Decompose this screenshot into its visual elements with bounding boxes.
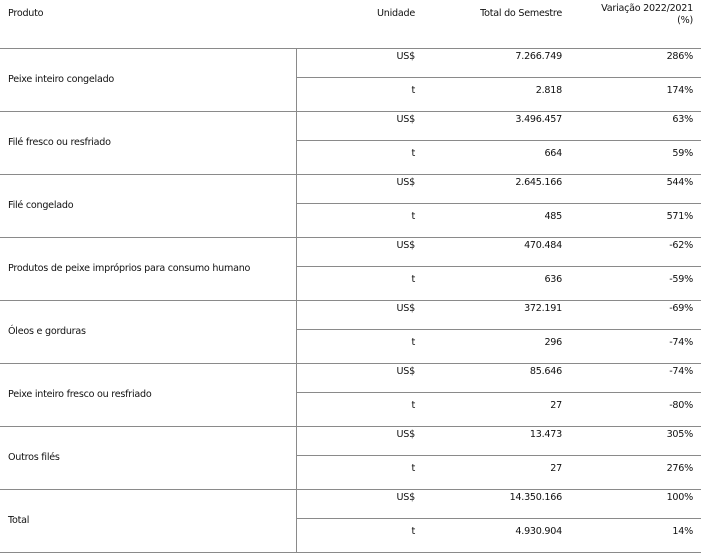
variation-cell: -69%	[568, 300, 701, 330]
variation-cell: -59%	[568, 266, 701, 301]
product-name-cell: Filé fresco ou resfriado	[0, 111, 296, 175]
table-row: Filé fresco ou resfriado US$ 3.496.457 63%	[0, 111, 701, 175]
header-total-semestre: Total do Semestre	[420, 0, 568, 49]
unit-cell: US$	[295, 111, 420, 141]
table-row: t 2.818 174%	[0, 77, 701, 112]
variation-cell: 276%	[568, 455, 701, 490]
unit-cell: US$	[295, 174, 420, 204]
total-cell: 296	[420, 329, 568, 364]
table-row: Peixe inteiro congelado US$ 7.266.749 286%	[0, 48, 701, 112]
unit-cell: t	[295, 329, 420, 364]
table-row: t 27 -80%	[0, 392, 701, 427]
total-cell: 27	[420, 455, 568, 490]
product-name-cell: Total	[0, 489, 296, 553]
product-name-cell: Peixe inteiro congelado	[0, 48, 296, 112]
header-row: Produto Unidade Total do Semestre Variaç…	[0, 0, 701, 49]
total-cell: 636	[420, 266, 568, 301]
unit-cell: t	[295, 518, 420, 553]
total-cell: 13.473	[420, 426, 568, 456]
table-row: Produtos de peixe impróprios para consum…	[0, 237, 701, 301]
total-cell: 485	[420, 203, 568, 238]
table-header: Produto Unidade Total do Semestre Variaç…	[0, 0, 701, 49]
header-produto: Produto	[0, 0, 296, 49]
product-name-cell: Peixe inteiro fresco ou resfriado	[0, 363, 296, 427]
variation-cell: 571%	[568, 203, 701, 238]
variation-cell: -74%	[568, 329, 701, 364]
total-cell: 4.930.904	[420, 518, 568, 553]
unit-cell: t	[295, 455, 420, 490]
unit-cell: US$	[295, 489, 420, 519]
variation-cell: 544%	[568, 174, 701, 204]
variation-cell: -74%	[568, 363, 701, 393]
header-variacao-line1: Variação 2022/2021	[601, 3, 693, 14]
unit-cell: US$	[295, 48, 420, 78]
unit-cell: t	[295, 140, 420, 175]
table-row: Peixe inteiro fresco ou resfriado US$ 85.6…	[0, 363, 701, 427]
unit-cell: t	[295, 266, 420, 301]
table-row: Total US$ 14.350.166 100%	[0, 489, 701, 553]
header-unidade: Unidade	[296, 0, 420, 49]
total-cell: 470.484	[420, 237, 568, 267]
table-row: t 664 59%	[0, 140, 701, 175]
table-row: Óleos e gorduras US$ 372.191 -69%	[0, 300, 701, 364]
variation-cell: 305%	[568, 426, 701, 456]
product-name-cell: Óleos e gorduras	[0, 300, 296, 364]
table-body: Peixe inteiro congelado US$ 7.266.749 286% t…	[0, 48, 701, 553]
variation-cell: 14%	[568, 518, 701, 553]
unit-cell: US$	[295, 426, 420, 456]
variation-cell: -62%	[568, 237, 701, 267]
table-row: t 636 -59%	[0, 266, 701, 301]
product-name-cell: Produtos de peixe impróprios para consum…	[0, 237, 296, 301]
table-row: Filé congelado US$ 2.645.166 544%	[0, 174, 701, 238]
variation-cell: 59%	[568, 140, 701, 175]
variation-cell: 174%	[568, 77, 701, 112]
total-cell: 2.645.166	[420, 174, 568, 204]
total-cell: 85.646	[420, 363, 568, 393]
table-row: t 485 571%	[0, 203, 701, 238]
product-name-cell: Outros filés	[0, 426, 296, 490]
unit-cell: US$	[295, 237, 420, 267]
total-cell: 27	[420, 392, 568, 427]
product-name-cell: Filé congelado	[0, 174, 296, 238]
total-cell: 664	[420, 140, 568, 175]
total-cell: 7.266.749	[420, 48, 568, 78]
total-cell: 372.191	[420, 300, 568, 330]
unit-cell: t	[295, 77, 420, 112]
unit-cell: US$	[295, 300, 420, 330]
variation-cell: 63%	[568, 111, 701, 141]
header-variacao: Variação 2022/2021 (%)	[568, 0, 701, 49]
table-row: t 296 -74%	[0, 329, 701, 364]
total-cell: 3.496.457	[420, 111, 568, 141]
unit-cell: t	[295, 203, 420, 238]
variation-cell: 286%	[568, 48, 701, 78]
variation-cell: 100%	[568, 489, 701, 519]
table-row: Outros filés US$ 13.473 305%	[0, 426, 701, 490]
total-cell: 2.818	[420, 77, 568, 112]
variation-cell: -80%	[568, 392, 701, 427]
unit-cell: t	[295, 392, 420, 427]
unit-cell: US$	[295, 363, 420, 393]
total-cell: 14.350.166	[420, 489, 568, 519]
header-variacao-line2: (%)	[677, 15, 693, 26]
